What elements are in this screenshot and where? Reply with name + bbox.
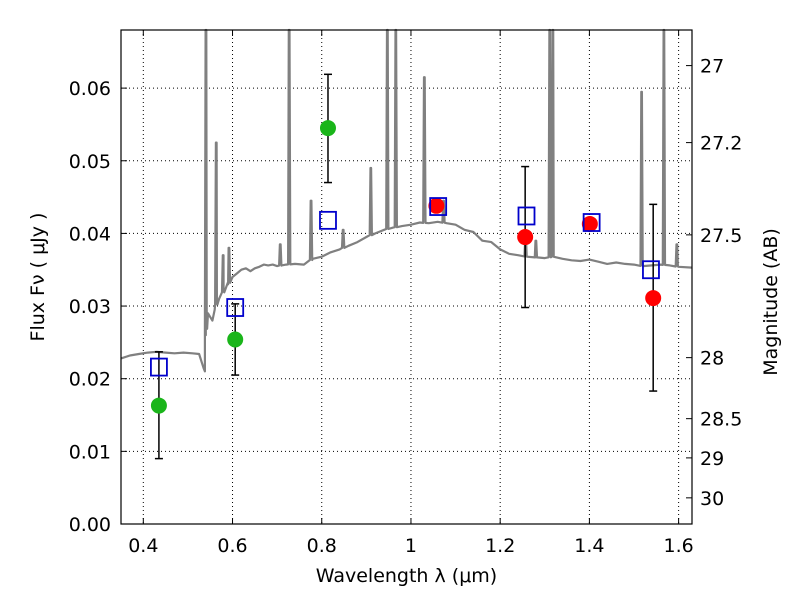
model-photometry-point — [517, 206, 536, 226]
x-tick-label: 0.8 — [307, 535, 337, 557]
model-photometry-point — [226, 298, 245, 317]
x-tick-label: 1.4 — [574, 535, 604, 557]
data-point — [517, 229, 534, 246]
model-photometry-point — [582, 213, 601, 232]
y-tick-label: 0.05 — [69, 151, 111, 173]
model-photometry-point — [150, 357, 168, 377]
sed-model-line — [120, 28, 693, 373]
right-tick-label: 27.2 — [700, 133, 742, 155]
y-tick-label: 0.01 — [69, 441, 111, 463]
x-tick-label: 0.6 — [217, 535, 247, 557]
right-tick-label: 29 — [700, 448, 724, 470]
data-point — [428, 197, 445, 214]
data-point — [227, 331, 244, 348]
x-tick-label: 1.6 — [664, 535, 694, 557]
y-tick-label: 0.03 — [69, 296, 111, 318]
model-photometry-point — [429, 197, 448, 216]
data-point — [319, 120, 336, 137]
data-point — [150, 397, 167, 414]
x-axis-label: Wavelength λ (μm) — [316, 565, 497, 587]
sed-model — [120, 28, 693, 373]
x-tick-label: 1.2 — [485, 535, 515, 557]
x-tick-label: 0.4 — [128, 535, 158, 557]
data-point — [581, 215, 598, 232]
model-photometry-point — [642, 260, 660, 280]
y-tick-label: 0.00 — [69, 514, 111, 536]
y-tick-label: 0.04 — [69, 223, 111, 245]
data-point — [645, 290, 662, 307]
plot-frame — [120, 29, 693, 525]
x-tick-label: 1 — [405, 535, 417, 557]
ticks: 0.4 0.6 0.8 1 1.2 1.4 1.6 0.00 0.01 0.02 0.03 0.04 0… — [69, 30, 742, 557]
y-tick-label: 0.02 — [69, 369, 111, 391]
y-axis-label: Flux Fν ( μJy ) — [27, 213, 49, 342]
right-tick-label: 30 — [700, 488, 724, 510]
model-photometry-point — [319, 210, 337, 230]
right-tick-label: 27.5 — [700, 225, 742, 247]
right-axis-label: Magnitude (AB) — [760, 228, 782, 376]
right-tick-label: 28 — [700, 348, 724, 370]
right-tick-label: 27 — [700, 56, 724, 78]
y-tick-label: 0.06 — [69, 78, 111, 100]
right-tick-label: 28.5 — [700, 409, 742, 431]
photometry-points — [150, 120, 662, 414]
